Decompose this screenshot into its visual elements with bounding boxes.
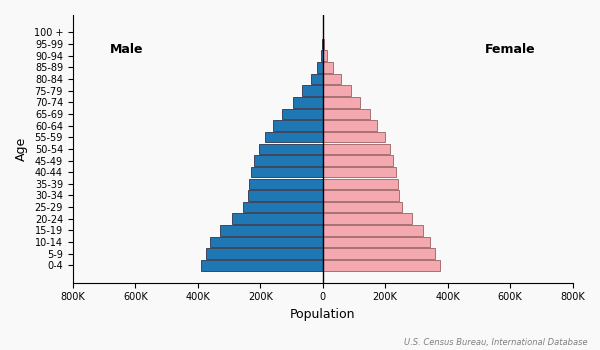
Bar — [201, 260, 323, 271]
Bar — [323, 132, 385, 142]
Text: U.S. Census Bureau, International Database: U.S. Census Bureau, International Databa… — [404, 337, 588, 346]
Bar — [323, 39, 324, 49]
Bar — [323, 97, 360, 107]
Bar — [323, 144, 390, 154]
Bar — [323, 155, 393, 166]
Bar — [210, 237, 323, 247]
Bar — [323, 178, 398, 189]
Bar — [323, 120, 377, 131]
Bar — [273, 120, 323, 131]
Bar — [323, 248, 435, 259]
Bar — [248, 190, 323, 201]
Bar — [323, 167, 396, 177]
Bar — [317, 62, 323, 72]
Bar — [323, 74, 341, 84]
Bar — [259, 144, 323, 154]
Bar — [293, 97, 323, 107]
Bar — [323, 109, 370, 119]
X-axis label: Population: Population — [290, 308, 355, 321]
Bar — [243, 202, 323, 212]
Bar — [323, 225, 422, 236]
Bar — [302, 85, 323, 96]
Bar — [323, 62, 332, 72]
Bar — [265, 132, 323, 142]
Bar — [323, 202, 403, 212]
Bar — [323, 237, 430, 247]
Bar — [220, 225, 323, 236]
Bar — [322, 39, 323, 49]
Bar — [206, 248, 323, 259]
Bar — [282, 109, 323, 119]
Bar — [311, 74, 323, 84]
Bar — [251, 167, 323, 177]
Bar — [323, 190, 399, 201]
Bar — [249, 178, 323, 189]
Bar — [323, 214, 412, 224]
Bar — [232, 214, 323, 224]
Bar — [323, 260, 440, 271]
Text: Male: Male — [110, 43, 144, 56]
Bar — [254, 155, 323, 166]
Bar — [323, 50, 327, 61]
Bar — [323, 85, 351, 96]
Text: Female: Female — [485, 43, 535, 56]
Y-axis label: Age: Age — [15, 137, 28, 161]
Bar — [320, 50, 323, 61]
